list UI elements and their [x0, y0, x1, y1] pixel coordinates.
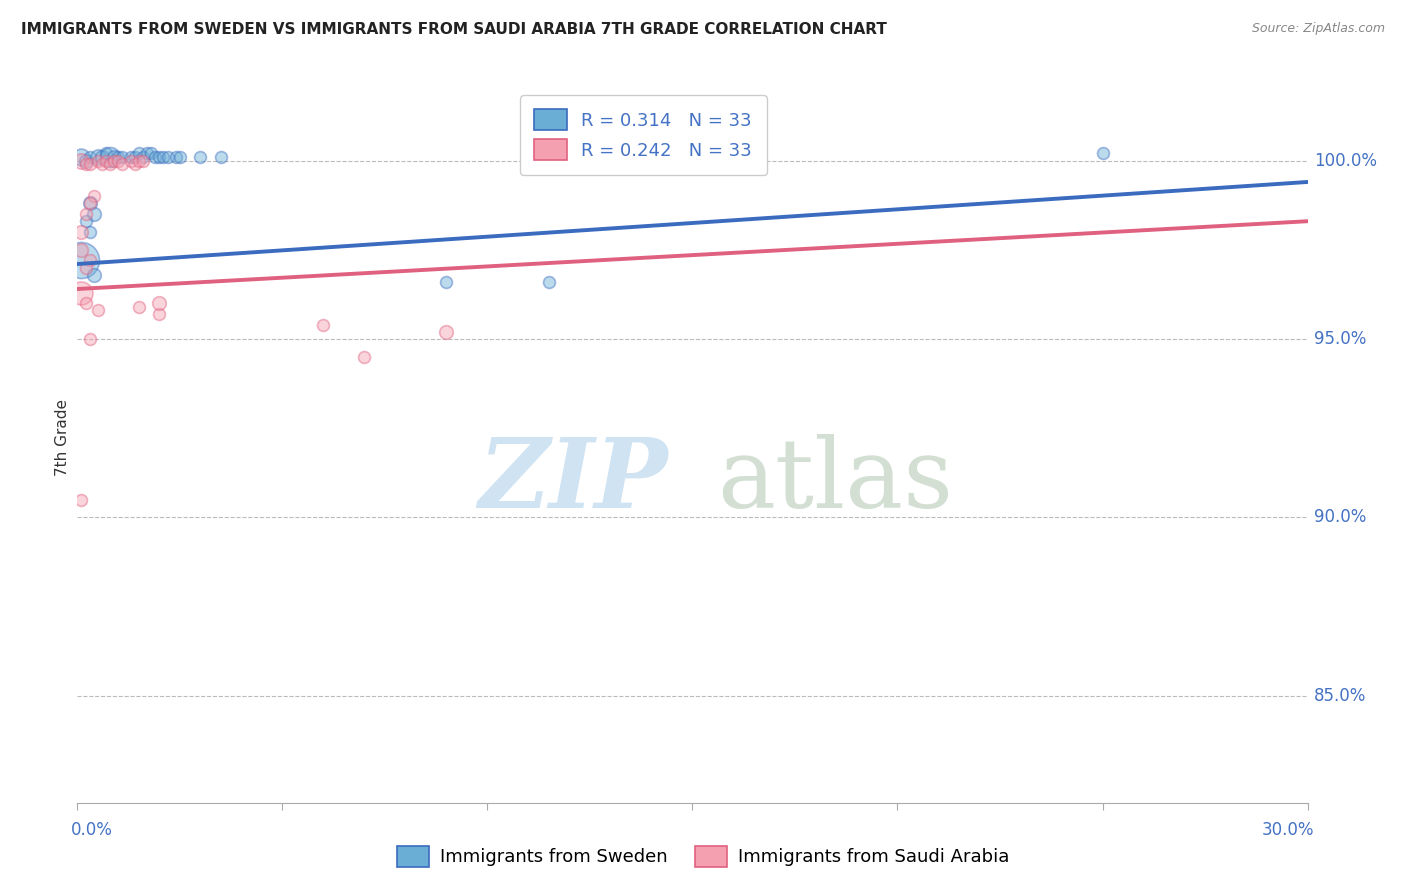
Point — [136, 146, 159, 161]
Point — [87, 150, 110, 164]
Y-axis label: 7th Grade: 7th Grade — [55, 399, 70, 475]
Point — [70, 225, 93, 239]
Point — [70, 243, 93, 257]
Point — [148, 307, 170, 321]
Text: 85.0%: 85.0% — [1313, 687, 1367, 705]
Point — [75, 260, 97, 275]
Point — [79, 196, 101, 211]
Point — [169, 150, 191, 164]
Point — [209, 150, 232, 164]
Text: ZIP: ZIP — [478, 434, 668, 528]
Point — [188, 150, 212, 164]
Text: 0.0%: 0.0% — [72, 821, 112, 839]
Point — [87, 303, 110, 318]
Point — [141, 146, 163, 161]
Point — [537, 275, 560, 289]
Point — [120, 150, 142, 164]
Point — [79, 157, 101, 171]
Text: 90.0%: 90.0% — [1313, 508, 1367, 526]
Point — [94, 153, 117, 168]
Point — [132, 150, 155, 164]
Point — [90, 157, 114, 171]
Point — [436, 325, 458, 339]
Point — [75, 157, 97, 171]
Point — [83, 189, 105, 203]
Point — [103, 150, 125, 164]
Point — [143, 150, 166, 164]
Point — [124, 157, 146, 171]
Point — [75, 207, 97, 221]
Point — [75, 153, 97, 168]
Point — [128, 146, 150, 161]
Text: Source: ZipAtlas.com: Source: ZipAtlas.com — [1251, 22, 1385, 36]
Point — [312, 318, 335, 332]
Point — [353, 350, 375, 364]
Point — [128, 153, 150, 168]
Point — [165, 150, 187, 164]
Text: IMMIGRANTS FROM SWEDEN VS IMMIGRANTS FROM SAUDI ARABIA 7TH GRADE CORRELATION CHA: IMMIGRANTS FROM SWEDEN VS IMMIGRANTS FRO… — [21, 22, 887, 37]
Point — [107, 153, 129, 168]
Point — [87, 153, 110, 168]
Point — [75, 214, 97, 228]
Point — [124, 150, 146, 164]
Point — [94, 146, 117, 161]
Point — [70, 153, 93, 168]
Point — [599, 150, 621, 164]
Point — [70, 253, 93, 268]
Point — [156, 150, 179, 164]
Text: 95.0%: 95.0% — [1313, 330, 1367, 348]
Point — [70, 150, 93, 164]
Point — [75, 296, 97, 310]
Point — [148, 150, 170, 164]
Point — [79, 150, 101, 164]
Point — [111, 157, 134, 171]
Text: 30.0%: 30.0% — [1261, 821, 1313, 839]
Point — [83, 207, 105, 221]
Point — [79, 253, 101, 268]
Point — [132, 153, 155, 168]
Point — [98, 150, 121, 164]
Point — [79, 332, 101, 346]
Point — [120, 153, 142, 168]
Legend: Immigrants from Sweden, Immigrants from Saudi Arabia: Immigrants from Sweden, Immigrants from … — [389, 838, 1017, 874]
Point — [70, 492, 93, 507]
Point — [90, 150, 114, 164]
Point — [111, 150, 134, 164]
Legend: R = 0.314   N = 33, R = 0.242   N = 33: R = 0.314 N = 33, R = 0.242 N = 33 — [520, 95, 766, 175]
Point — [436, 275, 458, 289]
Point — [98, 157, 121, 171]
Point — [79, 196, 101, 211]
Point — [103, 153, 125, 168]
Point — [79, 225, 101, 239]
Point — [107, 150, 129, 164]
Point — [83, 268, 105, 282]
Point — [1091, 146, 1114, 161]
Point — [152, 150, 174, 164]
Text: 100.0%: 100.0% — [1313, 152, 1376, 169]
Text: atlas: atlas — [717, 434, 953, 528]
Point — [128, 300, 150, 314]
Point — [148, 296, 170, 310]
Point — [70, 285, 93, 300]
